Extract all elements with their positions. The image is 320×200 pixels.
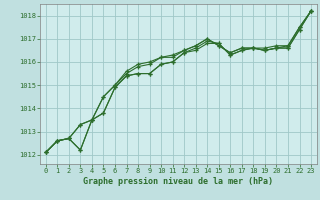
- X-axis label: Graphe pression niveau de la mer (hPa): Graphe pression niveau de la mer (hPa): [84, 177, 273, 186]
